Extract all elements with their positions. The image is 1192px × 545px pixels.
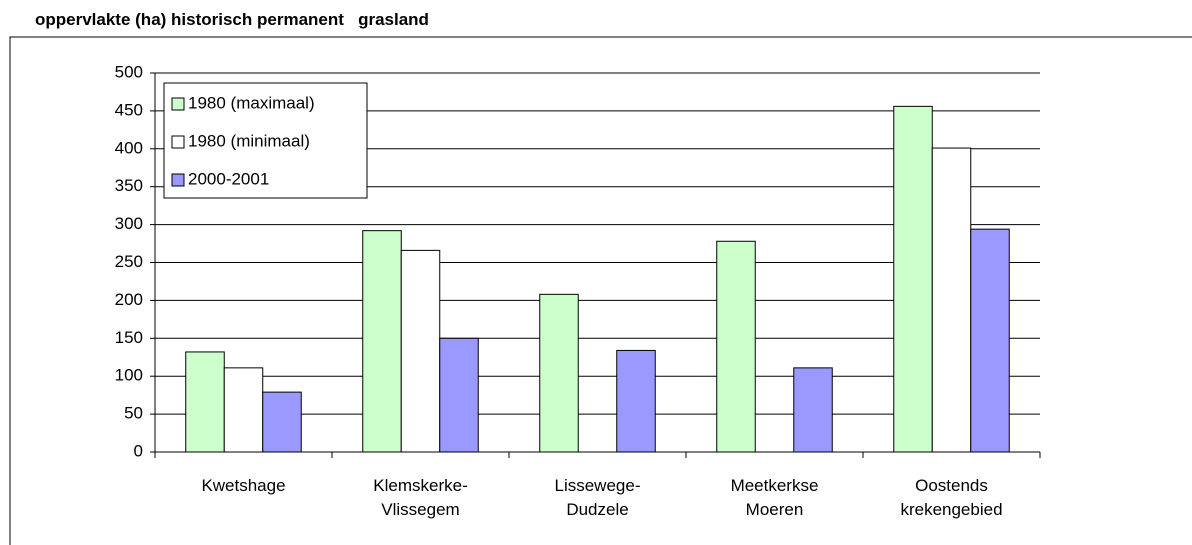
chart-title: oppervlakte (ha) historisch permanent gr… [35,10,429,29]
y-tick-label: 0 [134,441,143,460]
bar [539,293,579,453]
legend-label: 1980 (minimaal) [188,131,310,150]
x-tick-label: Kwetshage [201,476,286,495]
y-tick-label: 50 [124,404,143,423]
legend-swatch [171,173,185,187]
bar [223,367,264,453]
y-tick-label: 500 [115,62,143,81]
bar [970,228,1010,453]
y-tick-label: 300 [115,214,143,233]
bar [893,105,933,453]
legend-swatch [171,97,185,111]
y-tick-label: 100 [115,366,143,385]
bar [931,147,972,453]
bar [616,349,656,453]
legend-box [163,82,368,199]
legend-swatch [171,135,185,149]
bar [362,230,402,453]
bar [716,240,756,453]
bar [439,337,479,453]
y-tick-label: 350 [115,176,143,195]
legend-label: 2000-2001 [188,169,269,188]
bar [793,367,833,453]
bar [400,249,441,453]
y-tick-label: 250 [115,252,143,271]
bar [185,351,225,453]
x-tick-label: Klemskerke- Vlissegem [373,476,468,519]
y-tick-label: 150 [115,328,143,347]
y-tick-label: 450 [115,100,143,119]
y-tick-label: 400 [115,138,143,157]
frame [9,36,1192,545]
y-tick-label: 200 [115,290,143,309]
bar [262,391,302,453]
x-tick-label: Lissewege- Dudzele [554,476,641,519]
legend-label: 1980 (maximaal) [188,93,315,112]
x-tick-label: Oostends krekengebied [900,476,1003,519]
x-tick-label: Meetkerkse Moeren [730,476,819,519]
